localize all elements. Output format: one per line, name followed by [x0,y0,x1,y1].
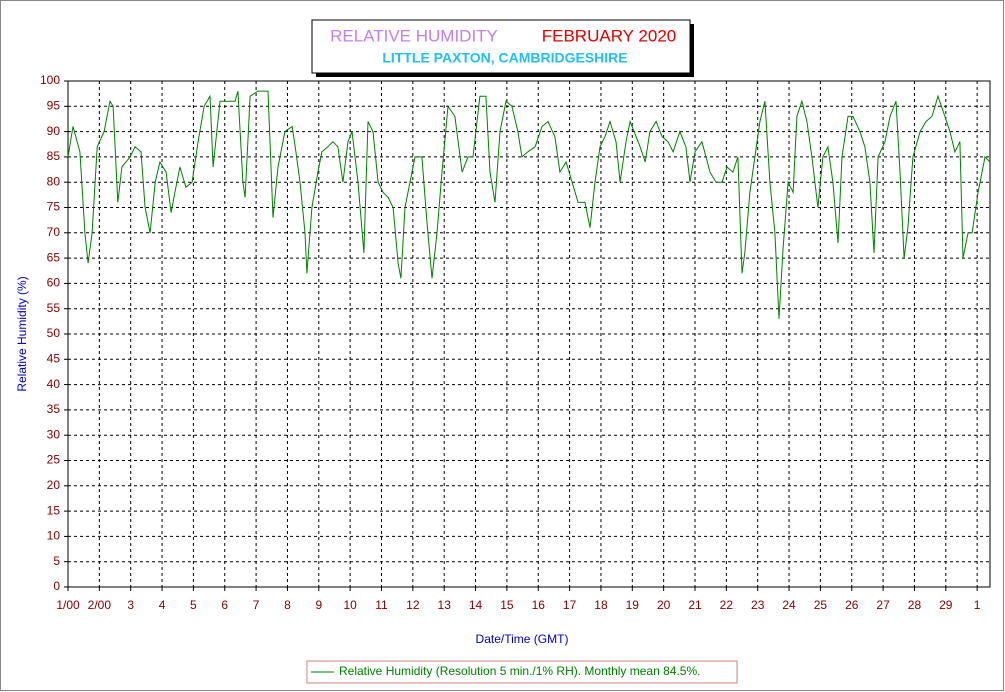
x-tick-label: 19 [626,598,640,612]
x-tick-label: 25 [814,598,828,612]
y-tick-label: 90 [47,124,61,138]
y-tick-label: 75 [47,200,61,214]
y-tick-label: 25 [47,453,61,467]
x-axis-label: Date/Time (GMT) [476,632,569,646]
x-tick-label: 15 [500,598,514,612]
y-tick-label: 35 [47,402,61,416]
y-tick-label: 60 [47,276,61,290]
x-tick-label: 26 [845,598,859,612]
x-tick-label: 1 [974,598,981,612]
chart-title-month: FEBRUARY 2020 [542,26,677,45]
y-tick-label: 40 [47,377,61,391]
x-tick-label: 21 [688,598,702,612]
x-tick-label: 1/00 [56,598,80,612]
y-tick-label: 0 [53,579,60,593]
x-tick-label: 23 [751,598,765,612]
plot-border [67,80,991,588]
y-tick-label: 95 [47,98,61,112]
y-tick-label: 65 [47,250,61,264]
x-tick-label: 17 [563,598,577,612]
x-tick-label: 24 [782,598,796,612]
legend-label: Relative Humidity (Resolution 5 min./1% … [339,664,700,678]
x-tick-label: 6 [221,598,228,612]
legend [306,660,738,684]
y-tick-label: 70 [47,225,61,239]
x-tick-label: 27 [876,598,890,612]
y-axis-label: Relative Humidity (%) [15,276,29,391]
x-tick-label: 18 [594,598,608,612]
humidity-line [67,90,991,319]
title-box [311,19,691,74]
y-tick-label: 100 [40,73,60,87]
x-tick-label: 8 [284,598,291,612]
x-tick-label: 14 [469,598,483,612]
y-tick-label: 55 [47,301,61,315]
y-tick-label: 5 [53,554,60,568]
y-tick-label: 20 [47,478,61,492]
y-tick-label: 10 [47,529,61,543]
x-tick-label: 5 [190,598,197,612]
x-tick-label: 2/00 [88,598,112,612]
y-tick-label: 85 [47,149,61,163]
x-tick-label: 11 [375,598,388,612]
x-tick-label: 10 [343,598,357,612]
chart-title: RELATIVE HUMIDITY [330,26,498,45]
y-tick-label: 30 [47,427,61,441]
y-tick-label: 80 [47,174,61,188]
x-tick-label: 29 [939,598,953,612]
x-tick-label: 16 [532,598,546,612]
x-tick-label: 20 [657,598,671,612]
y-tick-label: 45 [47,351,61,365]
x-tick-label: 22 [720,598,734,612]
x-tick-label: 7 [253,598,260,612]
chart-subtitle: LITTLE PAXTON, CAMBRIDGESHIRE [382,50,627,66]
y-tick-label: 15 [47,503,61,517]
x-tick-label: 12 [406,598,420,612]
x-tick-label: 4 [159,598,166,612]
x-tick-label: 9 [315,598,322,612]
x-tick-label: 3 [127,598,134,612]
y-tick-label: 50 [47,326,61,340]
x-tick-label: 13 [438,598,452,612]
x-tick-label: 28 [908,598,922,612]
